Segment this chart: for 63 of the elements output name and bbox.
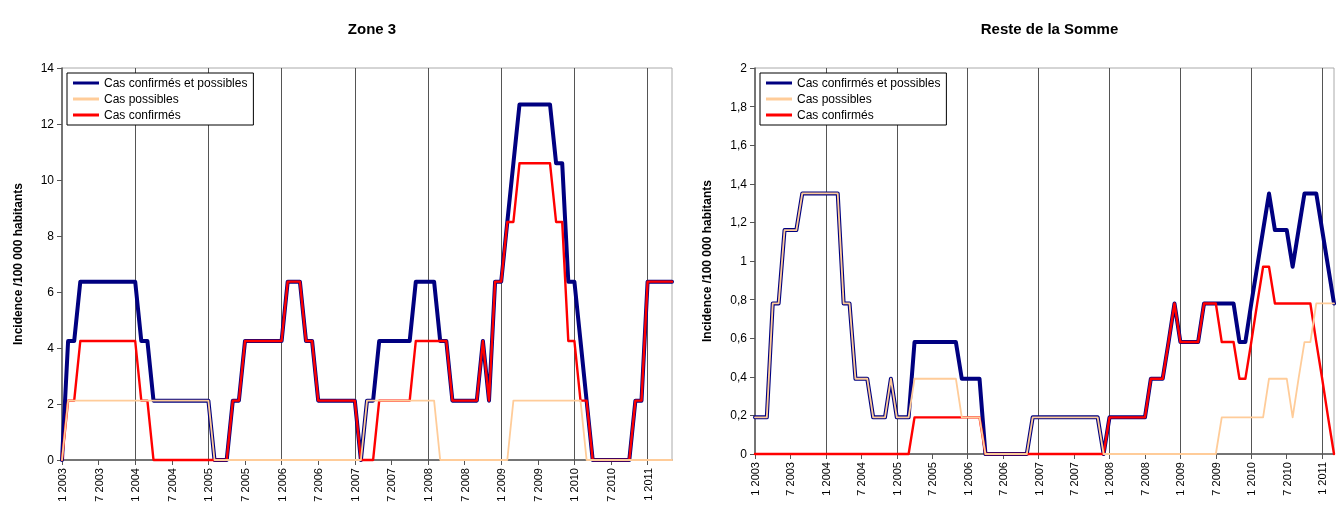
x-tick-label: 1 2008 [422, 468, 434, 502]
x-tick-label: 7 2008 [458, 468, 471, 502]
chart-title: Zone 3 [347, 20, 397, 37]
y-tick-label: 14 [40, 61, 55, 75]
x-tick-label: 7 2003 [784, 462, 797, 496]
x-tick-label: 7 2007 [385, 468, 398, 502]
y-axis-title: Incidence /100 000 habitants [11, 182, 25, 346]
y-tick-label: 2 [740, 61, 748, 75]
legend-label: Cas possibles [797, 92, 872, 106]
legend-label: Cas confirmés [797, 108, 874, 122]
y-tick-label: 0 [47, 453, 55, 467]
x-tick-label: 1 2004 [129, 468, 142, 502]
x-tick-label: 1 2003 [56, 468, 68, 502]
x-tick-label: 1 2010 [568, 468, 581, 502]
x-tick-label: 1 2003 [749, 462, 761, 496]
x-tick-label: 7 2009 [531, 468, 544, 502]
y-tick-label: 4 [47, 341, 55, 355]
y-tick-label: 0 [740, 447, 748, 461]
x-tick-label: 7 2004 [165, 468, 178, 502]
legend-label: Cas confirmés et possibles [797, 76, 941, 90]
y-tick-label: 1,4 [730, 176, 748, 191]
y-tick-label: 6 [47, 285, 55, 299]
x-tick-label: 1 2007 [1032, 462, 1045, 496]
y-tick-label: 1 [740, 254, 748, 268]
x-tick-label: 7 2010 [605, 468, 617, 502]
x-tick-label: 1 2005 [202, 468, 215, 502]
x-tick-label: 1 2008 [1103, 462, 1116, 496]
y-tick-label: 8 [47, 229, 55, 243]
chart-title: Reste de la Somme [980, 20, 1119, 37]
x-tick-label: 7 2005 [239, 468, 251, 502]
x-tick-label: 1 2010 [1245, 462, 1258, 496]
x-tick-label: 7 2006 [997, 462, 1010, 496]
y-tick-label: 1,6 [730, 138, 748, 153]
x-tick-label: 7 2005 [926, 462, 939, 496]
x-tick-label: 1 2006 [961, 462, 974, 496]
y-tick-label: 1,8 [730, 99, 748, 114]
x-tick-label: 7 2004 [855, 462, 868, 496]
x-tick-label: 7 2007 [1068, 462, 1081, 496]
x-tick-label: 1 2009 [495, 468, 508, 502]
y-tick-label: 0,2 [730, 408, 748, 423]
x-tick-label: 1 2004 [819, 462, 832, 496]
x-tick-label: 1 2007 [348, 468, 361, 502]
legend-label: Cas possibles [104, 92, 179, 106]
legend-label: Cas confirmés [104, 108, 181, 122]
x-tick-label: 1 2011 [641, 468, 654, 501]
y-tick-label: 1,2 [730, 215, 748, 230]
x-tick-label: 1 2005 [890, 462, 903, 496]
x-tick-label: 7 2008 [1138, 462, 1151, 496]
y-tick-label: 0,8 [730, 292, 748, 307]
x-tick-label: 1 2006 [275, 468, 288, 502]
y-tick-label: 0,6 [730, 331, 748, 346]
x-tick-label: 7 2009 [1209, 462, 1222, 496]
y-tick-label: 10 [40, 173, 55, 187]
x-tick-label: 7 2003 [92, 468, 105, 502]
y-tick-label: 12 [40, 117, 55, 131]
y-tick-label: 2 [47, 397, 55, 411]
y-tick-label: 0,4 [730, 369, 748, 384]
x-tick-label: 1 2009 [1174, 462, 1187, 496]
x-tick-label: 1 2011 [1316, 462, 1329, 495]
y-axis-title: Incidence /100 000 habitants [700, 179, 714, 343]
legend-label: Cas confirmés et possibles [104, 76, 248, 90]
x-tick-label: 7 2006 [312, 468, 325, 502]
x-tick-label: 7 2010 [1280, 462, 1293, 496]
